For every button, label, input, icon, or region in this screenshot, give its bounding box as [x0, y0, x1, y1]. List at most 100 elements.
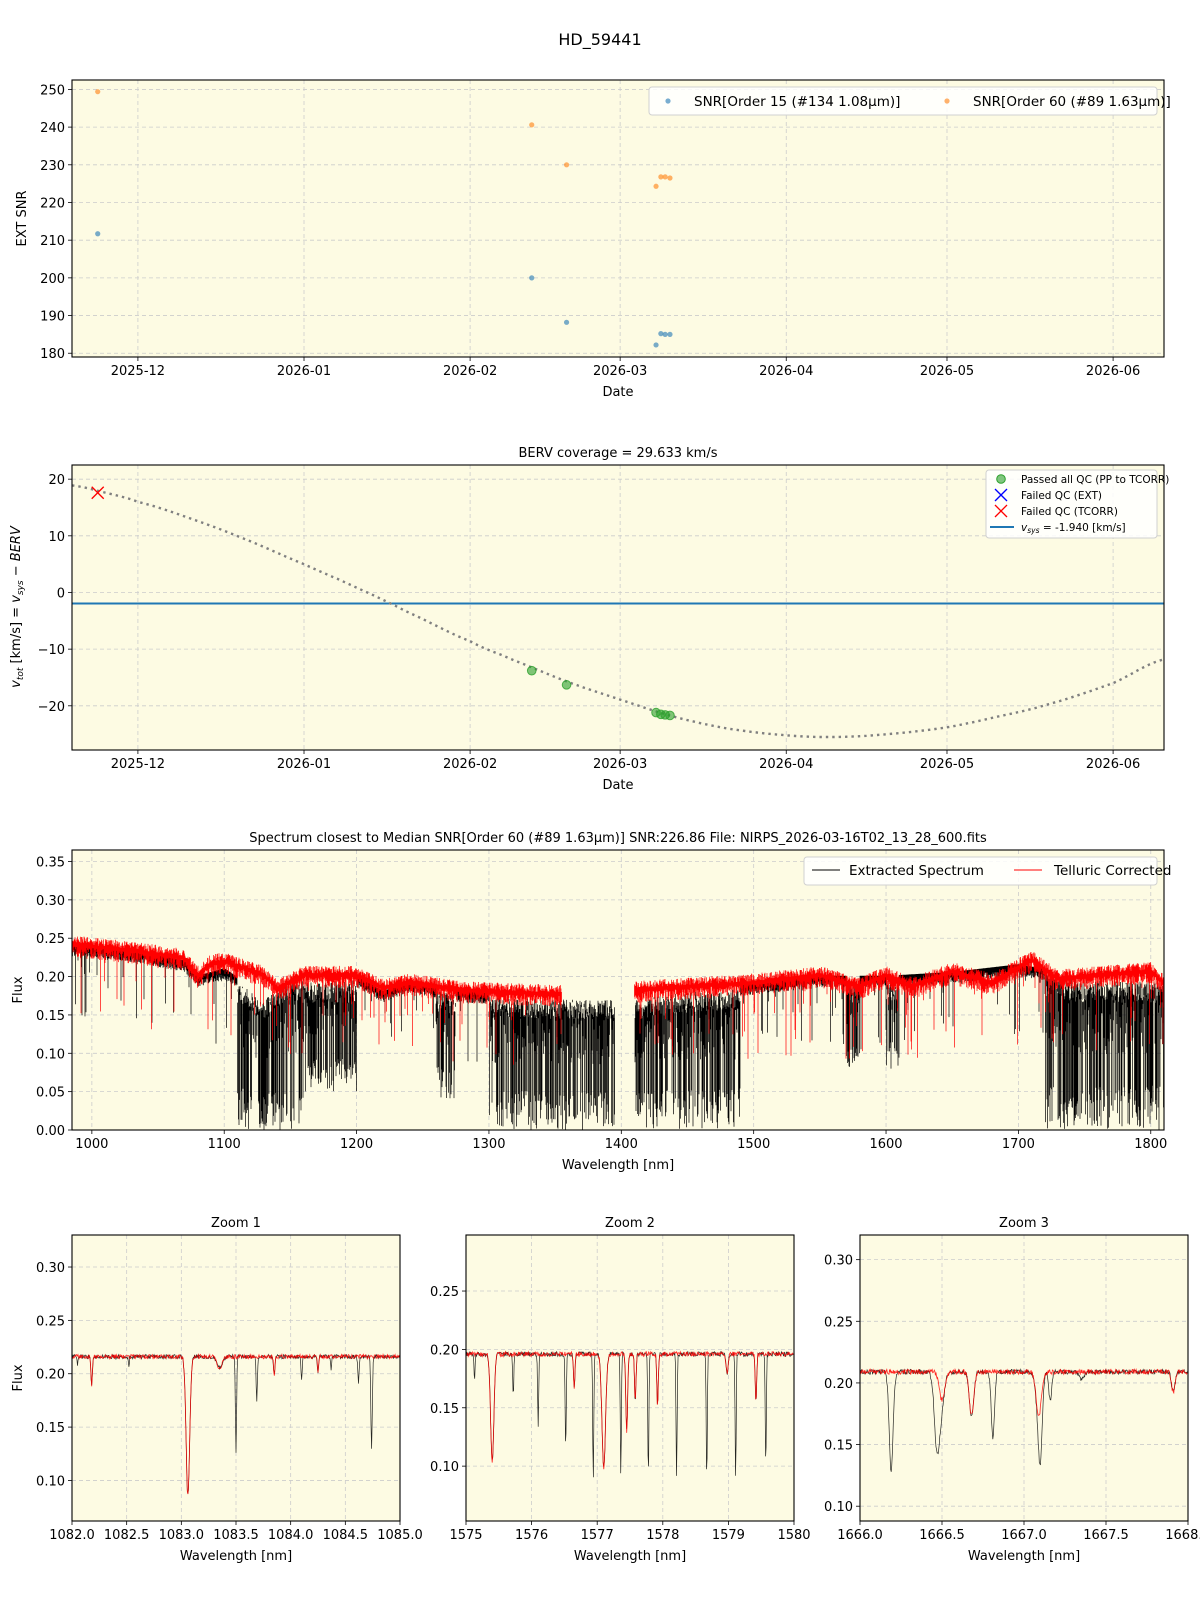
- x-axis-label: Date: [602, 778, 633, 793]
- axes-title: Zoom 3: [999, 1216, 1049, 1231]
- axes-frame: [465, 1234, 795, 1522]
- plot-area: [72, 850, 1164, 1130]
- plot-content: [72, 484, 1164, 739]
- x-tick-label: 2026-01: [277, 757, 331, 772]
- x-tick-label: 1100: [208, 1137, 241, 1152]
- axes-title: Zoom 1: [211, 1216, 261, 1231]
- legend-label: SNR[Order 60 (#89 1.63μm)]: [973, 94, 1171, 110]
- y-tick-label: 190: [40, 310, 65, 325]
- data-point: [653, 342, 659, 348]
- y-tick-label: 0.25: [824, 1315, 853, 1330]
- x-tick-label: 1580: [777, 1528, 810, 1543]
- x-axis-label: Wavelength [nm]: [968, 1549, 1080, 1564]
- y-tick-label: 180: [40, 347, 65, 362]
- x-tick-label: 2025-12: [111, 757, 165, 772]
- spectrum-panel: 1000 1100 1200 1300 1400 1500 1600 1700 1800 0.00…: [11, 831, 1171, 1173]
- x-tick-label: 1084.0: [268, 1528, 314, 1543]
- x-tick-label: 1579: [712, 1528, 745, 1543]
- y-tick-label: 200: [40, 272, 65, 287]
- data-point: [658, 331, 664, 337]
- x-tick-label: 2026-03: [593, 757, 647, 772]
- x-tick-label: 2026-04: [759, 757, 813, 772]
- y-tick-label: 0.05: [36, 1086, 65, 1101]
- x-tick-label: 1577: [581, 1528, 614, 1543]
- x-tick-label: 2025-12: [111, 364, 165, 379]
- y-tick-label: 0.25: [36, 1314, 65, 1329]
- legend-label: SNR[Order 15 (#134 1.08μm)]: [694, 94, 900, 110]
- data-point: [563, 319, 570, 325]
- data-point: [667, 331, 673, 337]
- y-tick-label: −20: [38, 700, 65, 715]
- y-tick-label: 0.25: [36, 932, 65, 947]
- x-axis-label: Wavelength [nm]: [574, 1549, 686, 1564]
- y-tick-label: 10: [48, 530, 65, 545]
- x-tick-label: 2026-02: [443, 364, 497, 379]
- x-tick-label: 1668.0: [1165, 1528, 1200, 1543]
- legend-label: Passed all QC (PP to TCORR): [1021, 474, 1169, 486]
- x-tick-label: 1083.0: [159, 1528, 205, 1543]
- plot-content: [95, 89, 673, 348]
- figure-title: HD_59441: [558, 30, 642, 49]
- x-tick-label: 1000: [75, 1137, 108, 1152]
- x-tick-label: 1800: [1134, 1137, 1167, 1152]
- zoom1-panel: 1082.0 1082.5 1083.0 1083.5 1084.0 1084.5 1085…: [11, 1216, 423, 1564]
- x-axis-label: Wavelength [nm]: [180, 1549, 292, 1564]
- x-tick-label: 1575: [449, 1528, 482, 1543]
- passed-qc-point: [526, 665, 537, 676]
- berv-panel: 2025-12 2026-01 2026-02 2026-03 2026-04 2026-…: [9, 446, 1169, 793]
- plot-content: [466, 1350, 794, 1478]
- y-tick-label: 0.10: [824, 1500, 853, 1515]
- data-point: [653, 183, 659, 189]
- data-point: [662, 331, 668, 337]
- x-tick-label: 2026-05: [920, 364, 974, 379]
- telluric-corrected-line: [860, 1367, 1188, 1416]
- axes-title: Spectrum closest to Median SNR[Order 60 …: [249, 831, 987, 846]
- axes-frame: [859, 1234, 1189, 1522]
- x-tick-label: 1083.5: [213, 1528, 259, 1543]
- x-tick-label: 1400: [605, 1137, 638, 1152]
- x-tick-label: 1084.5: [323, 1528, 369, 1543]
- y-tick-label: 0.10: [36, 1474, 65, 1489]
- legend-label: Failed QC (TCORR): [1021, 506, 1118, 518]
- berv-curve: [72, 484, 1164, 739]
- axes-frame: [71, 79, 1165, 358]
- zoom2-panel: 1575 1576 1577 1578 1579 1580 0.10 0.15 0.20 0.25…: [430, 1216, 811, 1564]
- y-tick-label: 250: [40, 83, 65, 98]
- x-tick-label: 2026-06: [1086, 757, 1140, 772]
- y-tick-label: 0.35: [36, 856, 65, 871]
- y-tick-label: 0.30: [36, 894, 65, 909]
- y-tick-label: 0.20: [36, 971, 65, 986]
- plot-content: [72, 936, 1164, 1130]
- axes-frame: [71, 464, 1165, 751]
- legend: [648, 86, 1158, 116]
- y-axis-label: EXT SNR: [15, 191, 30, 247]
- y-tick-label: 0.15: [36, 1421, 65, 1436]
- legend-label: Telluric Corrected: [1053, 863, 1171, 879]
- y-tick-label: −10: [38, 643, 65, 658]
- x-tick-label: 1576: [515, 1528, 548, 1543]
- legend-label: Failed QC (EXT): [1021, 490, 1102, 502]
- x-tick-label: 1666.0: [837, 1528, 883, 1543]
- x-axis-label: Wavelength [nm]: [562, 1158, 674, 1173]
- x-tick-label: 2026-04: [759, 364, 813, 379]
- snr-panel: 2025-12 2026-01 2026-02 2026-03 2026-04 2026-…: [15, 79, 1171, 400]
- y-tick-label: 0.20: [824, 1377, 853, 1392]
- grid: [72, 465, 1164, 750]
- y-tick-label: 230: [40, 159, 65, 174]
- y-axis-label: vtot [km/s] = vsys − BERV: [9, 525, 26, 688]
- x-tick-label: 1666.5: [919, 1528, 965, 1543]
- plot-content: [72, 1352, 400, 1495]
- zoom3-panel: 1666.0 1666.5 1667.0 1667.5 1668.0 0.10 0.15 0.…: [824, 1216, 1200, 1564]
- y-tick-label: 0.10: [430, 1460, 459, 1475]
- plot-area: [72, 465, 1164, 750]
- y-tick-label: 0.25: [430, 1285, 459, 1300]
- y-tick-label: 20: [48, 473, 65, 488]
- x-tick-label: 1500: [737, 1137, 770, 1152]
- plot-area: [72, 80, 1164, 357]
- x-tick-label: 1667.0: [1001, 1528, 1047, 1543]
- x-tick-label: 1578: [646, 1528, 679, 1543]
- plot-content: [860, 1367, 1188, 1472]
- y-axis-label: Flux: [11, 976, 26, 1003]
- data-point: [529, 122, 535, 128]
- data-point: [662, 174, 668, 180]
